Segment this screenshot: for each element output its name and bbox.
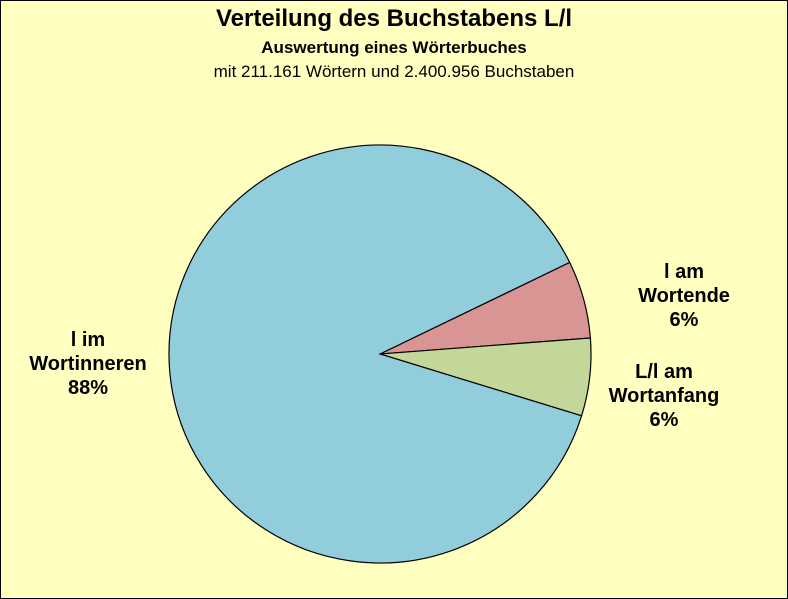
- chart-subtitle: Auswertung eines Wörterbuches: [261, 38, 527, 57]
- slice-label: l am Wortende 6%: [638, 261, 730, 331]
- chart-title: Verteilung des Buchstabens L/l: [215, 5, 573, 32]
- chart-subtitle-secondary: mit 211.161 Wörtern und 2.400.956 Buchst…: [213, 62, 575, 81]
- slice-label: L/l am Wortanfang 6%: [609, 361, 720, 431]
- pie-slice: [168, 144, 583, 564]
- slice-label: l im Wortinneren 88%: [29, 329, 146, 399]
